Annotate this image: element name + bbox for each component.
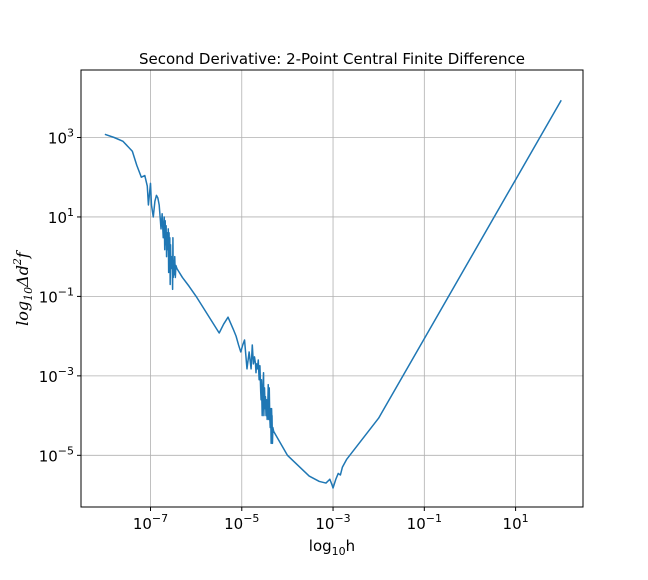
- x-tick-label: 101: [503, 512, 529, 533]
- y-tick-label: 10−3: [39, 365, 74, 386]
- y-tick-label: 103: [48, 126, 74, 147]
- series-layer: [104, 99, 562, 489]
- x-axis-label: log10h: [309, 537, 355, 558]
- series-line: [104, 99, 562, 489]
- x-tick-label: 10−7: [133, 512, 168, 533]
- y-tick-label: 101: [48, 206, 74, 227]
- x-tick-label: 10−3: [315, 512, 350, 533]
- x-tick-label: 10−1: [407, 512, 442, 533]
- y-axis-label: log10Δd2f: [11, 249, 35, 326]
- y-tick-label: 10−1: [39, 285, 74, 306]
- plot-frame: [80, 69, 584, 508]
- y-tick-label: 10−5: [39, 444, 74, 465]
- x-tick-label: 10−5: [224, 512, 259, 533]
- grid: [81, 70, 583, 507]
- chart-title: Second Derivative: 2-Point Central Finit…: [139, 50, 525, 68]
- x-axis: 10−7 10−5 10−3 10−1 101: [133, 507, 529, 533]
- y-axis: 10−5 10−3 10−1 101 103: [39, 126, 81, 465]
